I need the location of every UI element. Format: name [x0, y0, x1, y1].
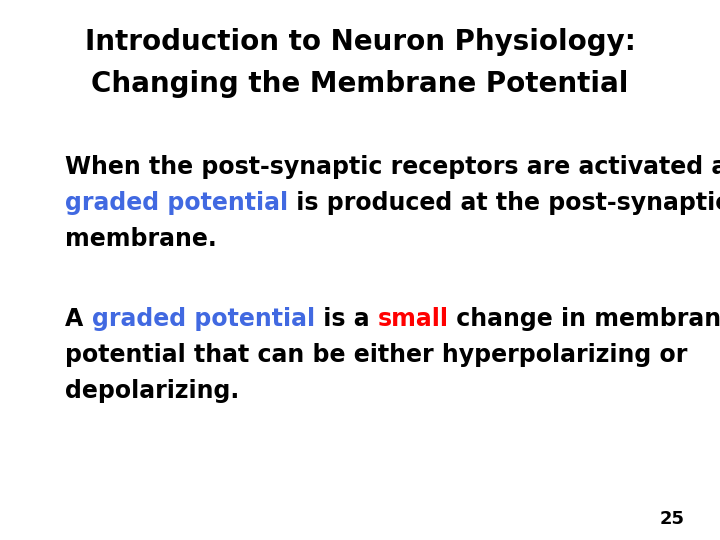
- Text: Changing the Membrane Potential: Changing the Membrane Potential: [91, 70, 629, 98]
- Text: depolarizing.: depolarizing.: [65, 379, 239, 403]
- Text: potential that can be either hyperpolarizing or: potential that can be either hyperpolari…: [65, 343, 688, 367]
- Text: is produced at the post-synaptic: is produced at the post-synaptic: [288, 191, 720, 215]
- Text: When the post-synaptic receptors are activated a: When the post-synaptic receptors are act…: [65, 155, 720, 179]
- Text: graded potential: graded potential: [91, 307, 315, 331]
- Text: change in membrane: change in membrane: [449, 307, 720, 331]
- Text: Introduction to Neuron Physiology:: Introduction to Neuron Physiology:: [84, 28, 636, 56]
- Text: graded potential: graded potential: [65, 191, 288, 215]
- Text: membrane.: membrane.: [65, 227, 217, 251]
- Text: A: A: [65, 307, 91, 331]
- Text: small: small: [377, 307, 449, 331]
- Text: 25: 25: [660, 510, 685, 528]
- Text: is a: is a: [315, 307, 377, 331]
